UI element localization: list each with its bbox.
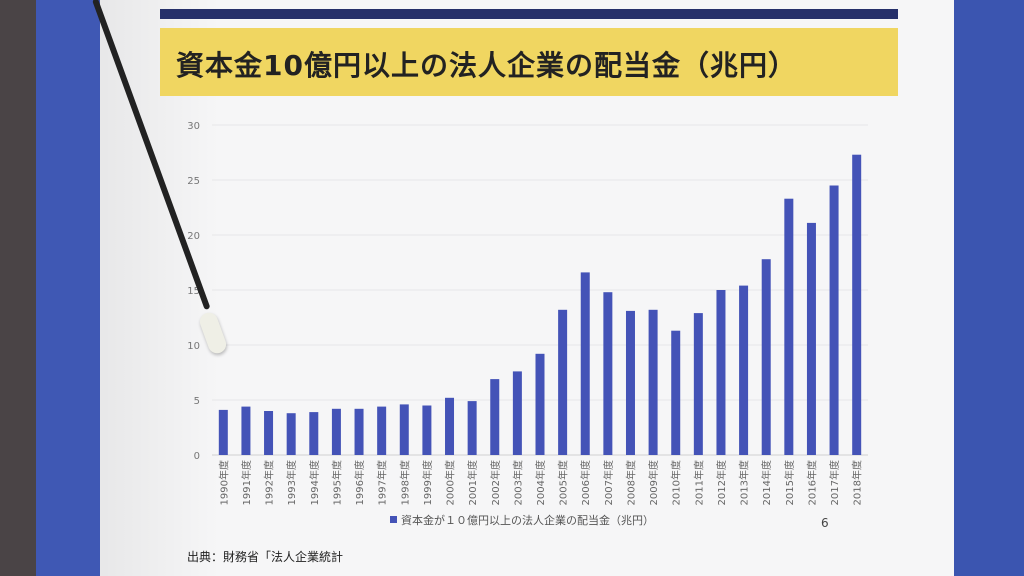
- x-tick-label: 2005年度: [557, 460, 570, 505]
- x-tick-label: 2007年度: [602, 460, 615, 505]
- x-tick-label: 2002年度: [489, 460, 502, 505]
- bars: [218, 154, 862, 455]
- bar: [580, 272, 590, 455]
- x-axis-ticks: 1990年度 1991年度 1992年度 1993年度 1994年度 1995年度 1996…: [217, 460, 863, 505]
- y-axis-ticks: 0 5 10 15 20 25 30: [187, 121, 200, 462]
- page-number: 6: [821, 516, 829, 530]
- x-tick-label: 1998年度: [398, 460, 411, 505]
- legend: 資本金が１０億円以上の法人企業の配当金（兆円）: [390, 512, 654, 528]
- x-tick-label: 1995年度: [330, 460, 343, 505]
- bar: [241, 406, 251, 455]
- bar: [422, 405, 432, 455]
- x-tick-label: 1992年度: [263, 460, 276, 505]
- y-tick-label: 5: [194, 396, 200, 407]
- x-tick-label: 2015年度: [783, 460, 796, 505]
- x-tick-label: 2014年度: [760, 460, 773, 505]
- background-left: [0, 0, 36, 576]
- y-tick-label: 20: [187, 231, 200, 242]
- x-tick-label: 2008年度: [624, 460, 637, 505]
- bar: [331, 408, 341, 455]
- bar: [558, 309, 568, 455]
- bar: [852, 154, 862, 455]
- bar: [467, 401, 477, 455]
- x-tick-label: 1997年度: [376, 460, 389, 505]
- y-tick-label: 25: [187, 176, 200, 187]
- bar: [739, 285, 749, 455]
- x-tick-label: 1999年度: [421, 460, 434, 505]
- bar: [490, 379, 500, 455]
- legend-swatch: [390, 516, 397, 523]
- bar: [218, 409, 228, 455]
- x-tick-label: 1994年度: [308, 460, 321, 505]
- bar: [625, 310, 635, 455]
- bar: [693, 313, 703, 455]
- x-tick-label: 2000年度: [444, 460, 457, 505]
- bar: [377, 406, 387, 455]
- bar: [648, 309, 658, 455]
- bar: [354, 408, 364, 455]
- bar: [716, 290, 726, 455]
- slide-title: 資本金10億円以上の法人企業の配当金（兆円）: [176, 49, 797, 82]
- header-navy-bar: [160, 9, 898, 19]
- x-tick-label: 2009年度: [647, 460, 660, 505]
- x-tick-label: 2011年度: [692, 460, 705, 505]
- bar: [399, 404, 409, 455]
- x-tick-label: 2003年度: [511, 460, 524, 505]
- x-tick-label: 2010年度: [670, 460, 683, 505]
- bar: [829, 185, 839, 455]
- bar: [535, 353, 545, 455]
- bar: [286, 413, 296, 455]
- x-tick-label: 1993年度: [285, 460, 298, 505]
- y-tick-label: 15: [187, 286, 200, 297]
- bar: [784, 198, 794, 455]
- board-frame-right: [954, 0, 1024, 576]
- y-tick-label: 30: [187, 121, 200, 132]
- x-tick-label: 2012年度: [715, 460, 728, 505]
- source-note: 出典：財務省「法人企業統計: [187, 550, 344, 564]
- x-tick-label: 2006年度: [579, 460, 592, 505]
- bar: [309, 412, 319, 455]
- bar: [603, 292, 613, 455]
- x-tick-label: 2016年度: [805, 460, 818, 505]
- x-tick-label: 2001年度: [466, 460, 479, 505]
- title-band: [160, 28, 898, 96]
- bar: [671, 330, 681, 455]
- bar: [512, 371, 522, 455]
- x-tick-label: 2004年度: [534, 460, 547, 505]
- x-tick-label: 2017年度: [828, 460, 841, 505]
- x-tick-label: 2018年度: [851, 460, 864, 505]
- bar: [264, 411, 274, 455]
- x-tick-label: 2013年度: [738, 460, 751, 505]
- y-tick-label: 10: [187, 341, 200, 352]
- legend-label: 資本金が１０億円以上の法人企業の配当金（兆円）: [401, 514, 654, 527]
- x-tick-label: 1996年度: [353, 460, 366, 505]
- x-tick-label: 1990年度: [217, 460, 230, 505]
- bar: [761, 259, 771, 455]
- bar: [445, 397, 455, 455]
- y-tick-label: 0: [194, 451, 200, 462]
- bar: [806, 222, 816, 455]
- x-tick-label: 1991年度: [240, 460, 253, 505]
